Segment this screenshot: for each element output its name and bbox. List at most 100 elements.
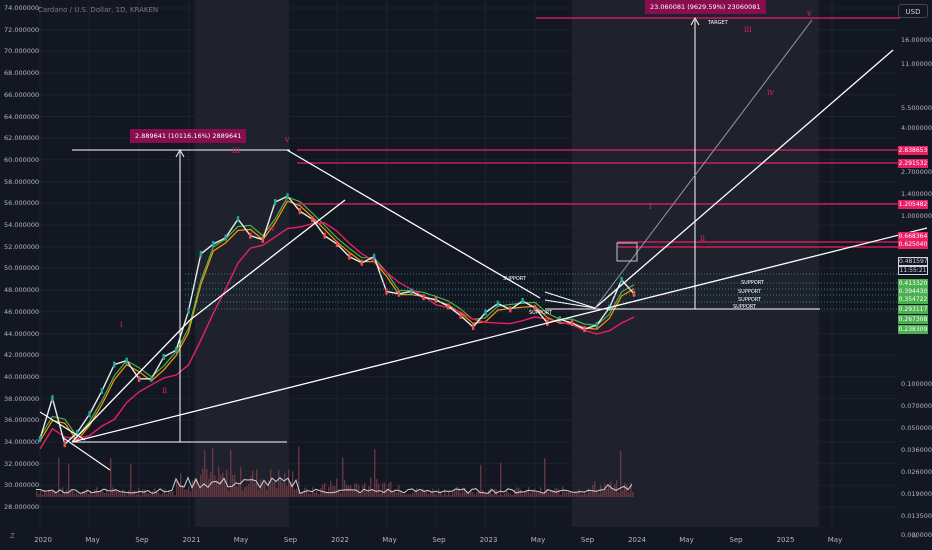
price-tag: 0.481597: [898, 257, 928, 266]
volume-bar: [136, 494, 138, 497]
time-axis-tick-label: May: [679, 536, 694, 544]
volume-bar: [528, 487, 530, 497]
volume-bar: [76, 492, 78, 497]
volume-bar: [582, 494, 584, 497]
volume-bar: [598, 493, 600, 497]
volume-bar: [460, 492, 462, 497]
right-axis-tick-label: 5.500000: [901, 104, 932, 112]
volume-bar: [436, 494, 438, 497]
volume-bar: [250, 476, 252, 497]
volume-bar: [412, 492, 414, 497]
right-axis-tick-label: 0.000000: [901, 531, 932, 539]
volume-bar: [170, 491, 172, 497]
measure-box-2021[interactable]: 2.889641 (10116.16%) 2889641: [130, 129, 247, 143]
price-candle: [311, 216, 314, 223]
volume-bar: [94, 489, 96, 497]
volume-bar: [554, 488, 556, 497]
volume-bar: [56, 493, 58, 497]
price-tag: 2.838653: [898, 146, 928, 155]
volume-bar: [190, 490, 192, 497]
left-axis-tick-label: 50.000000: [4, 264, 40, 273]
volume-bar: [458, 487, 460, 497]
currency-button[interactable]: USD: [898, 4, 928, 18]
volume-bar: [278, 470, 280, 497]
right-axis-tick-label: 16.000000: [901, 36, 932, 44]
target-arrowhead: [690, 16, 700, 26]
support-label: SUPPORT: [529, 310, 552, 316]
auto-scale-a-button[interactable]: A: [912, 532, 917, 540]
volume-bar: [90, 491, 92, 497]
volume-bar: [64, 491, 66, 497]
volume-bar: [572, 493, 574, 497]
volume-bar: [208, 479, 210, 497]
volume-bar: [180, 473, 182, 497]
price-tag: 0.293117: [898, 305, 928, 314]
volume-bar: [446, 494, 448, 497]
volume-bar: [536, 491, 538, 497]
volume-bar: [158, 492, 160, 497]
wave-trendline: [189, 199, 346, 321]
price-candle: [224, 234, 227, 241]
volume-bar: [476, 492, 478, 497]
price-tag: 0.238309: [898, 325, 928, 334]
time-axis-tick-label: Sep: [729, 536, 743, 544]
volume-bar: [560, 494, 562, 497]
volume-bar: [50, 491, 52, 497]
left-axis-tick-label: 38.000000: [4, 394, 40, 403]
wave-label: i: [649, 202, 652, 211]
volume-bar: [98, 491, 100, 497]
right-axis-tick-label: 4.000000: [901, 124, 932, 132]
volume-bar: [106, 488, 108, 497]
price-candle: [249, 232, 252, 239]
volume-bar: [102, 491, 104, 497]
volume-bar: [334, 485, 336, 497]
left-axis-tick-label: 52.000000: [4, 242, 40, 251]
volume-bar: [484, 493, 486, 497]
price-candle: [187, 307, 190, 314]
right-axis-tick-label: 2.700000: [901, 168, 932, 176]
price-candle: [261, 236, 264, 243]
measure-box-target[interactable]: 23.060081 (9629.59%) 23060081: [645, 0, 766, 14]
right-axis-tick-label: 0.100000: [901, 380, 932, 388]
volume-bar: [382, 483, 384, 497]
symbol-title: Cardano / U.S. Dollar, 1D, KRAKEN: [38, 6, 159, 14]
volume-bar: [148, 493, 150, 497]
volume-bar: [568, 492, 570, 497]
volume-bar: [144, 489, 146, 497]
volume-bar: [172, 491, 174, 497]
volume-bar: [478, 490, 480, 497]
right-axis-tick-label: 0.050000: [901, 424, 932, 432]
price-tag: 0.354722: [898, 295, 928, 304]
volume-bar: [286, 485, 288, 497]
volume-bar: [108, 492, 110, 497]
volume-bar: [604, 484, 606, 497]
volume-bar: [466, 491, 468, 497]
volume-bar: [224, 478, 226, 497]
volume-bar: [414, 491, 416, 497]
downtrend-line: [286, 149, 541, 299]
volume-bar: [544, 458, 546, 497]
volume-bar: [526, 490, 528, 497]
price-tag: 0.267308: [898, 315, 928, 324]
volume-bar: [570, 493, 572, 497]
trendline-drawings[interactable]: [39, 16, 928, 471]
volume-bar: [222, 472, 224, 497]
volume-average-line: [35, 476, 633, 494]
volume-bar: [494, 488, 496, 497]
volume-bar: [120, 493, 122, 497]
volume-bar: [326, 491, 328, 497]
uptrend-line-2024: [594, 49, 894, 309]
left-axis-tick-label: 56.000000: [4, 199, 40, 208]
price-candle: [113, 361, 116, 368]
volume-bar: [146, 493, 148, 497]
price-candle: [583, 326, 586, 333]
volume-bar: [230, 449, 232, 497]
volume-bar: [256, 469, 258, 497]
volume-bar: [538, 492, 540, 497]
volume-bar: [162, 493, 164, 497]
volume-bar: [48, 489, 50, 497]
price-candle: [533, 304, 537, 311]
zoom-z-button[interactable]: Z: [10, 532, 15, 540]
time-axis-tick-label: 2022: [331, 536, 349, 544]
